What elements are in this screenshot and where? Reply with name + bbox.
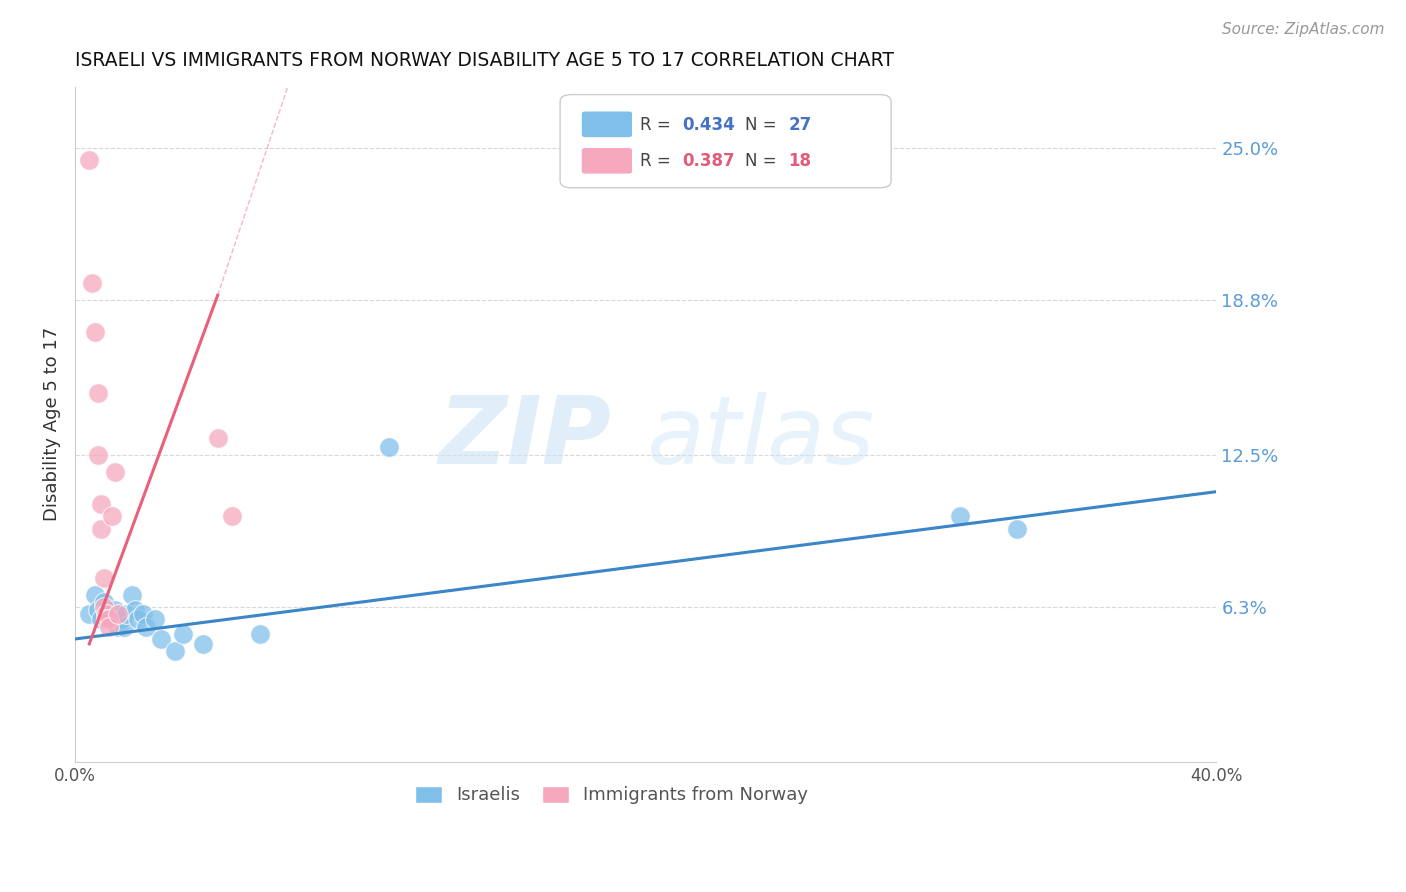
Point xyxy=(127,612,149,626)
Point xyxy=(90,497,112,511)
Point xyxy=(149,632,172,646)
Point xyxy=(207,431,229,445)
Point xyxy=(132,607,155,622)
Point xyxy=(77,607,100,622)
Point xyxy=(249,627,271,641)
Point xyxy=(84,325,107,339)
Point xyxy=(101,612,124,626)
Point xyxy=(93,595,115,609)
Point xyxy=(93,571,115,585)
Text: ZIP: ZIP xyxy=(439,392,612,483)
Point xyxy=(90,612,112,626)
Point xyxy=(87,448,110,462)
Point xyxy=(112,620,135,634)
Point xyxy=(163,644,186,658)
Text: ISRAELI VS IMMIGRANTS FROM NORWAY DISABILITY AGE 5 TO 17 CORRELATION CHART: ISRAELI VS IMMIGRANTS FROM NORWAY DISABI… xyxy=(75,51,894,70)
Text: R =: R = xyxy=(640,153,676,170)
Text: Source: ZipAtlas.com: Source: ZipAtlas.com xyxy=(1222,22,1385,37)
Point xyxy=(82,276,104,290)
Point xyxy=(90,521,112,535)
Point xyxy=(1005,521,1028,535)
Point xyxy=(121,588,143,602)
Point xyxy=(107,607,129,622)
FancyBboxPatch shape xyxy=(582,148,633,174)
Point xyxy=(96,607,118,622)
Point xyxy=(378,441,401,455)
FancyBboxPatch shape xyxy=(560,95,891,188)
Point xyxy=(172,627,194,641)
Text: R =: R = xyxy=(640,116,676,134)
Point xyxy=(193,637,215,651)
Point xyxy=(135,620,157,634)
Text: N =: N = xyxy=(745,153,782,170)
Text: atlas: atlas xyxy=(645,392,875,483)
Point xyxy=(948,509,970,524)
FancyBboxPatch shape xyxy=(582,112,633,137)
Point xyxy=(98,607,121,622)
Point xyxy=(104,602,127,616)
Point xyxy=(221,509,243,524)
Point xyxy=(101,509,124,524)
Legend: Israelis, Immigrants from Norway: Israelis, Immigrants from Norway xyxy=(405,777,817,814)
Text: 0.387: 0.387 xyxy=(682,153,735,170)
Point xyxy=(124,602,146,616)
Point xyxy=(84,588,107,602)
Text: N =: N = xyxy=(745,116,782,134)
Y-axis label: Disability Age 5 to 17: Disability Age 5 to 17 xyxy=(44,327,60,521)
Point xyxy=(96,602,118,616)
Point xyxy=(107,620,129,634)
Text: 0.434: 0.434 xyxy=(682,116,735,134)
Point xyxy=(87,602,110,616)
Point xyxy=(77,153,100,168)
Point xyxy=(115,607,138,622)
Point xyxy=(104,465,127,479)
Text: 27: 27 xyxy=(789,116,811,134)
Point xyxy=(96,612,118,626)
Point xyxy=(93,600,115,615)
Point xyxy=(143,612,166,626)
Point xyxy=(98,612,121,626)
Point xyxy=(110,612,132,626)
Point xyxy=(98,620,121,634)
Text: 18: 18 xyxy=(789,153,811,170)
Point xyxy=(87,386,110,401)
